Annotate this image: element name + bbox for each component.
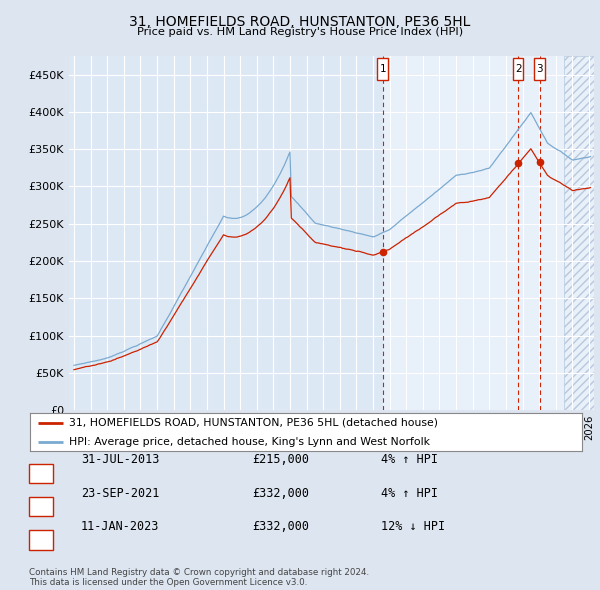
Text: 4% ↑ HPI: 4% ↑ HPI — [381, 487, 438, 500]
Text: 31-JUL-2013: 31-JUL-2013 — [81, 454, 160, 467]
Text: £215,000: £215,000 — [252, 454, 309, 467]
Text: £332,000: £332,000 — [252, 520, 309, 533]
Text: 1: 1 — [379, 64, 386, 74]
FancyBboxPatch shape — [377, 58, 388, 80]
Text: 31, HOMEFIELDS ROAD, HUNSTANTON, PE36 5HL: 31, HOMEFIELDS ROAD, HUNSTANTON, PE36 5H… — [130, 15, 470, 29]
Text: 11-JAN-2023: 11-JAN-2023 — [81, 520, 160, 533]
Text: 3: 3 — [37, 535, 44, 545]
Text: 3: 3 — [536, 64, 543, 74]
Text: 31, HOMEFIELDS ROAD, HUNSTANTON, PE36 5HL (detached house): 31, HOMEFIELDS ROAD, HUNSTANTON, PE36 5H… — [68, 418, 437, 428]
Text: Contains HM Land Registry data © Crown copyright and database right 2024.: Contains HM Land Registry data © Crown c… — [29, 568, 369, 577]
Text: £332,000: £332,000 — [252, 487, 309, 500]
Text: 2: 2 — [37, 502, 44, 512]
FancyBboxPatch shape — [534, 58, 545, 80]
Text: This data is licensed under the Open Government Licence v3.0.: This data is licensed under the Open Gov… — [29, 578, 307, 587]
Text: 12% ↓ HPI: 12% ↓ HPI — [381, 520, 445, 533]
Text: 2: 2 — [515, 64, 521, 74]
Text: Price paid vs. HM Land Registry's House Price Index (HPI): Price paid vs. HM Land Registry's House … — [137, 27, 463, 37]
Text: 23-SEP-2021: 23-SEP-2021 — [81, 487, 160, 500]
FancyBboxPatch shape — [512, 58, 523, 80]
Text: 1: 1 — [37, 468, 44, 478]
Text: HPI: Average price, detached house, King's Lynn and West Norfolk: HPI: Average price, detached house, King… — [68, 437, 430, 447]
Bar — [564, 56, 594, 410]
Bar — [383, 56, 564, 410]
Text: 4% ↑ HPI: 4% ↑ HPI — [381, 454, 438, 467]
